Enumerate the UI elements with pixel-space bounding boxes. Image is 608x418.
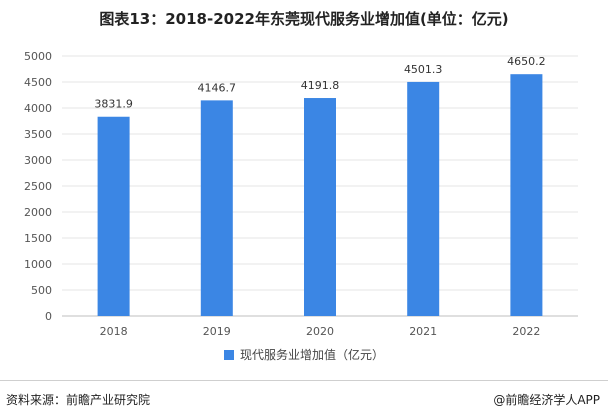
source-note: 资料来源：前瞻产业研究院 (6, 393, 151, 407)
y-tick-label: 1500 (24, 232, 52, 245)
legend: 现代服务业增加值（亿元） (0, 346, 608, 363)
y-tick-label: 4500 (24, 76, 52, 89)
credit-note: @前瞻经济学人APP (493, 393, 600, 407)
footer-divider (0, 380, 608, 381)
bar (200, 100, 233, 316)
data-label: 4501.3 (404, 63, 443, 76)
y-tick-label: 500 (31, 284, 52, 297)
chart-title: 图表13：2018-2022年东莞现代服务业增加值(单位：亿元) (99, 10, 509, 28)
bar (97, 116, 130, 316)
x-tick-label: 2022 (512, 325, 540, 338)
y-tick-label: 3000 (24, 154, 52, 167)
y-tick-label: 4000 (24, 102, 52, 115)
x-tick-label: 2021 (409, 325, 437, 338)
x-tick-label: 2018 (100, 325, 128, 338)
y-tick-label: 1000 (24, 258, 52, 271)
y-tick-label: 0 (45, 310, 52, 323)
x-tick-label: 2020 (306, 325, 334, 338)
bar (407, 81, 440, 316)
y-tick-label: 2000 (24, 206, 52, 219)
y-tick-label: 5000 (24, 50, 52, 63)
y-tick-label: 3500 (24, 128, 52, 141)
data-label: 4191.8 (301, 79, 340, 92)
legend-swatch (223, 349, 234, 360)
bar (304, 98, 336, 316)
bar (510, 74, 543, 316)
data-label: 4650.2 (507, 55, 546, 68)
x-tick-label: 2019 (203, 325, 231, 338)
y-tick-label: 2500 (24, 180, 52, 193)
data-label: 4146.7 (198, 81, 237, 94)
legend-label: 现代服务业增加值（亿元） (239, 348, 384, 362)
data-label: 3831.9 (94, 98, 133, 111)
